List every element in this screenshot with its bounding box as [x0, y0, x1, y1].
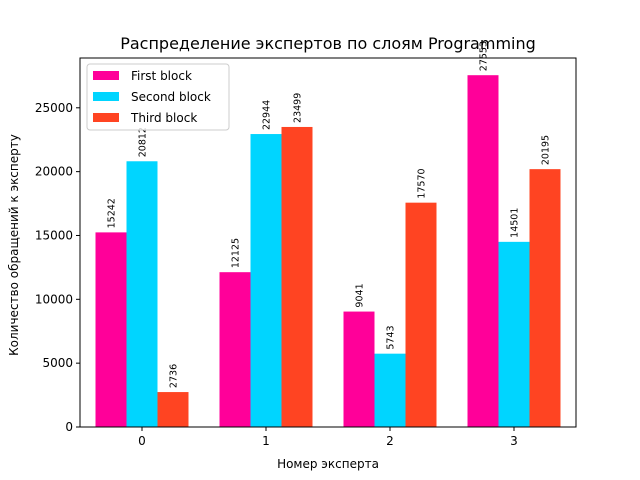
chart-title: Распределение экспертов по слоям Program…: [120, 34, 536, 53]
legend-label: First block: [131, 69, 192, 83]
y-tick-label: 0: [65, 420, 73, 434]
bar-2-3: [498, 241, 530, 427]
y-tick-label: 5000: [42, 356, 73, 370]
bar-3-2: [405, 202, 437, 427]
y-axis-label: Количество обращений к эксперту: [7, 134, 21, 356]
x-tick-label: 3: [510, 434, 518, 448]
data-label: 5743: [386, 325, 397, 349]
data-label: 17570: [417, 168, 428, 198]
y-tick-label: 15000: [35, 228, 73, 242]
data-label: 27553: [479, 41, 490, 71]
data-label: 12125: [231, 238, 242, 268]
bar-1-3: [467, 75, 499, 427]
bar-2-2: [374, 353, 406, 427]
bar-2-1: [250, 134, 282, 428]
plot-area: 15242 12125 9041 27553 20812 22944 5743 14501 27…: [35, 41, 577, 448]
plot-frame: [79, 57, 577, 428]
bar-3-0: [157, 392, 189, 427]
x-tick-label: 0: [138, 434, 146, 448]
bar-1-2: [343, 311, 375, 427]
legend-swatch: [93, 113, 119, 122]
legend-label: Third block: [130, 111, 197, 125]
bar-1-0: [95, 232, 127, 427]
data-label: 22944: [262, 100, 273, 130]
legend-label: Second block: [131, 90, 211, 104]
x-tick-label: 1: [262, 434, 270, 448]
y-tick-label: 25000: [35, 101, 73, 115]
data-label: 20812: [138, 127, 149, 157]
y-tick-label: 10000: [35, 292, 73, 306]
data-label: 9041: [355, 283, 366, 307]
data-label: 2736: [169, 364, 180, 388]
data-label: 14501: [510, 208, 521, 238]
legend-box: [86, 63, 230, 131]
bar-2-0: [126, 161, 158, 427]
data-label: 15242: [107, 198, 118, 228]
legend-swatch: [93, 92, 119, 101]
data-label: 23499: [293, 93, 304, 123]
bar-3-3: [529, 169, 561, 427]
legend: First block Second block Third block: [86, 63, 230, 131]
y-tick-label: 20000: [35, 165, 73, 179]
x-axis-label: Номер эксперта: [277, 457, 379, 471]
bar-3-1: [281, 126, 313, 427]
legend-swatch: [93, 71, 119, 80]
x-tick-label: 2: [386, 434, 394, 448]
bar-1-1: [219, 272, 251, 427]
data-label: 20195: [541, 135, 552, 165]
